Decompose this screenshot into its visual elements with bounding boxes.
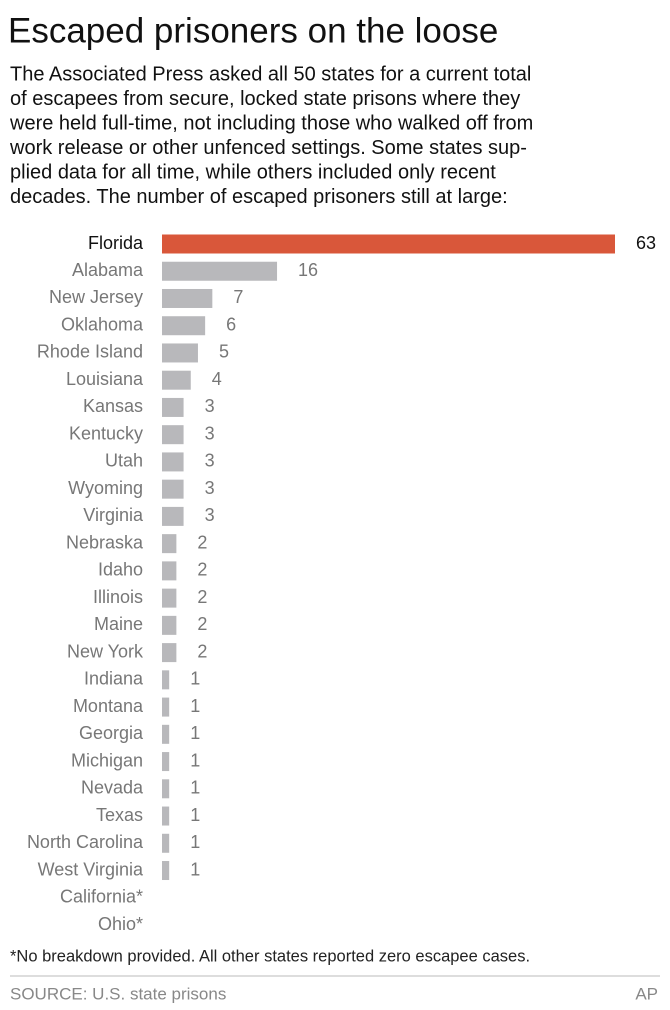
- bar: [162, 588, 177, 608]
- bar: [162, 861, 170, 881]
- value-label: 1: [190, 832, 200, 852]
- bar: [162, 425, 184, 445]
- bar: [162, 833, 170, 853]
- value-label: 1: [190, 778, 200, 798]
- subtitle-line: decades. The number of escaped prisoners…: [10, 186, 508, 208]
- value-label: 3: [205, 423, 215, 443]
- category-label: Alabama: [72, 260, 144, 280]
- category-label: Ohio*: [98, 914, 143, 934]
- bar: [162, 670, 170, 690]
- value-label: 16: [298, 260, 318, 280]
- category-label: Virginia: [83, 505, 144, 525]
- category-label: California*: [60, 887, 143, 907]
- bar: [162, 697, 170, 717]
- category-label: Utah: [105, 451, 143, 471]
- value-label: 1: [190, 750, 200, 770]
- value-label: 3: [205, 396, 215, 416]
- value-label: 2: [197, 587, 207, 607]
- bar: [162, 234, 615, 254]
- value-label: 2: [197, 560, 207, 580]
- category-label: Kansas: [83, 396, 143, 416]
- bar: [162, 479, 184, 499]
- bar: [162, 534, 177, 554]
- bar: [162, 506, 184, 526]
- category-label: Idaho: [98, 560, 143, 580]
- bar: [162, 561, 177, 581]
- value-label: 5: [219, 342, 229, 362]
- subtitle-line: The Associated Press asked all 50 states…: [10, 63, 531, 85]
- bar: [162, 779, 170, 799]
- bar: [162, 343, 198, 363]
- value-label: 1: [190, 696, 200, 716]
- category-label: Rhode Island: [37, 342, 143, 362]
- subtitle-line: plied data for all time, while others in…: [10, 161, 496, 183]
- category-label: Michigan: [71, 750, 143, 770]
- category-label: Wyoming: [68, 478, 143, 498]
- value-label: 2: [197, 614, 207, 634]
- category-label: Nevada: [81, 778, 144, 798]
- bar: [162, 261, 278, 281]
- value-label: 6: [226, 314, 236, 334]
- category-label: Illinois: [93, 587, 143, 607]
- value-label: 7: [233, 287, 243, 307]
- chart-title: Escaped prisoners on the loose: [8, 11, 498, 50]
- category-label: Montana: [73, 696, 144, 716]
- value-label: 3: [205, 505, 215, 525]
- value-label: 63: [636, 233, 656, 253]
- value-label: 2: [197, 641, 207, 661]
- bar: [162, 397, 184, 417]
- value-label: 2: [197, 532, 207, 552]
- bar: [162, 643, 177, 663]
- value-label: 1: [190, 859, 200, 879]
- bar: [162, 370, 191, 390]
- source: SOURCE: U.S. state prisons: [10, 984, 226, 1003]
- category-label: New York: [67, 641, 144, 661]
- category-label: Maine: [94, 614, 143, 634]
- category-label: Louisiana: [66, 369, 144, 389]
- subtitle-line: were held full-time, not including those…: [9, 112, 533, 134]
- category-label: Nebraska: [66, 532, 144, 552]
- category-label: Florida: [88, 233, 144, 253]
- value-label: 3: [205, 478, 215, 498]
- bar: [162, 806, 170, 826]
- value-label: 4: [212, 369, 222, 389]
- category-label: Kentucky: [69, 423, 143, 443]
- credit: AP: [635, 984, 658, 1003]
- value-label: 1: [190, 669, 200, 689]
- category-label: Oklahoma: [61, 314, 144, 334]
- bar: [162, 724, 170, 744]
- category-label: New Jersey: [49, 287, 143, 307]
- bar: [162, 752, 170, 772]
- bar: [162, 316, 206, 336]
- category-label: North Carolina: [27, 832, 144, 852]
- subtitle-line: of escapees from secure, locked state pr…: [10, 88, 520, 110]
- value-label: 3: [205, 451, 215, 471]
- category-label: Texas: [96, 805, 143, 825]
- bar: [162, 452, 184, 472]
- category-label: West Virginia: [38, 859, 144, 879]
- bar: [162, 288, 213, 308]
- category-label: Georgia: [79, 723, 144, 743]
- footnote: *No breakdown provided. All other states…: [10, 947, 530, 965]
- value-label: 1: [190, 723, 200, 743]
- value-label: 1: [190, 805, 200, 825]
- bar: [162, 615, 177, 635]
- subtitle-line: work release or other unfenced settings.…: [9, 137, 527, 159]
- category-label: Indiana: [84, 669, 144, 689]
